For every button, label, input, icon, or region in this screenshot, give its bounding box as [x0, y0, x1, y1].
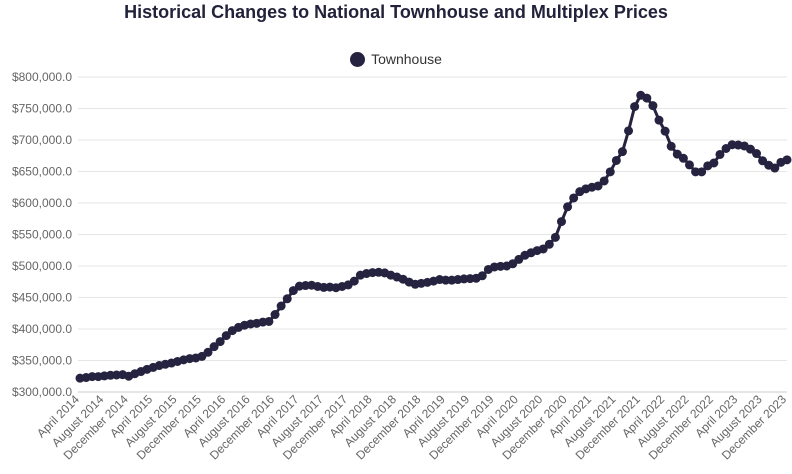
- data-point[interactable]: [221, 331, 231, 341]
- y-tick-label: $450,000.0: [12, 291, 72, 305]
- legend-item-townhouse[interactable]: Townhouse: [350, 51, 442, 67]
- data-point[interactable]: [563, 202, 573, 212]
- data-point[interactable]: [264, 316, 274, 326]
- data-point[interactable]: [276, 301, 286, 311]
- data-point[interactable]: [684, 160, 694, 170]
- y-tick-label: $650,000.0: [12, 165, 72, 179]
- data-point[interactable]: [697, 167, 707, 177]
- data-point[interactable]: [709, 158, 719, 168]
- legend-marker-icon: [350, 51, 366, 67]
- y-tick-label: $300,000.0: [12, 385, 72, 399]
- y-tick-label: $400,000.0: [12, 322, 72, 336]
- data-point[interactable]: [624, 126, 634, 136]
- data-point[interactable]: [654, 115, 664, 125]
- data-point[interactable]: [678, 153, 688, 163]
- data-point[interactable]: [593, 181, 603, 191]
- y-tick-label: $350,000.0: [12, 354, 72, 368]
- data-point[interactable]: [611, 155, 621, 165]
- data-point[interactable]: [599, 176, 609, 186]
- data-point[interactable]: [203, 347, 213, 357]
- y-axis: $300,000.0 $350,000.0 $400,000.0 $450,000.0…: [12, 70, 72, 399]
- data-point[interactable]: [538, 244, 548, 254]
- data-point[interactable]: [666, 141, 676, 151]
- data-point[interactable]: [209, 342, 219, 352]
- data-point[interactable]: [215, 337, 225, 347]
- y-tick-label: $500,000.0: [12, 259, 72, 273]
- data-point[interactable]: [349, 276, 359, 286]
- data-point[interactable]: [782, 155, 792, 165]
- data-point[interactable]: [270, 310, 280, 320]
- data-point[interactable]: [569, 193, 579, 203]
- data-point[interactable]: [752, 149, 762, 159]
- data-point[interactable]: [660, 126, 670, 136]
- series-townhouse: [75, 90, 792, 383]
- y-tick-label: $750,000.0: [12, 102, 72, 116]
- y-tick-label: $550,000.0: [12, 228, 72, 242]
- data-point[interactable]: [642, 93, 652, 103]
- grid-lines: [78, 76, 787, 393]
- data-point[interactable]: [770, 163, 780, 173]
- legend-label: Townhouse: [371, 51, 442, 67]
- y-tick-label: $800,000.0: [12, 70, 72, 84]
- data-point[interactable]: [648, 101, 658, 111]
- data-point[interactable]: [605, 167, 615, 177]
- series-line: [79, 93, 788, 380]
- data-point[interactable]: [550, 232, 560, 242]
- legend: Townhouse: [0, 51, 792, 67]
- data-point[interactable]: [630, 102, 640, 112]
- data-point[interactable]: [544, 239, 554, 249]
- data-point[interactable]: [282, 294, 292, 304]
- data-point[interactable]: [477, 271, 487, 281]
- data-point[interactable]: [617, 147, 627, 157]
- y-tick-label: $600,000.0: [12, 196, 72, 210]
- data-point[interactable]: [715, 149, 725, 159]
- data-point[interactable]: [556, 217, 566, 227]
- chart-title: Historical Changes to National Townhouse…: [124, 2, 668, 22]
- y-tick-label: $700,000.0: [12, 133, 72, 147]
